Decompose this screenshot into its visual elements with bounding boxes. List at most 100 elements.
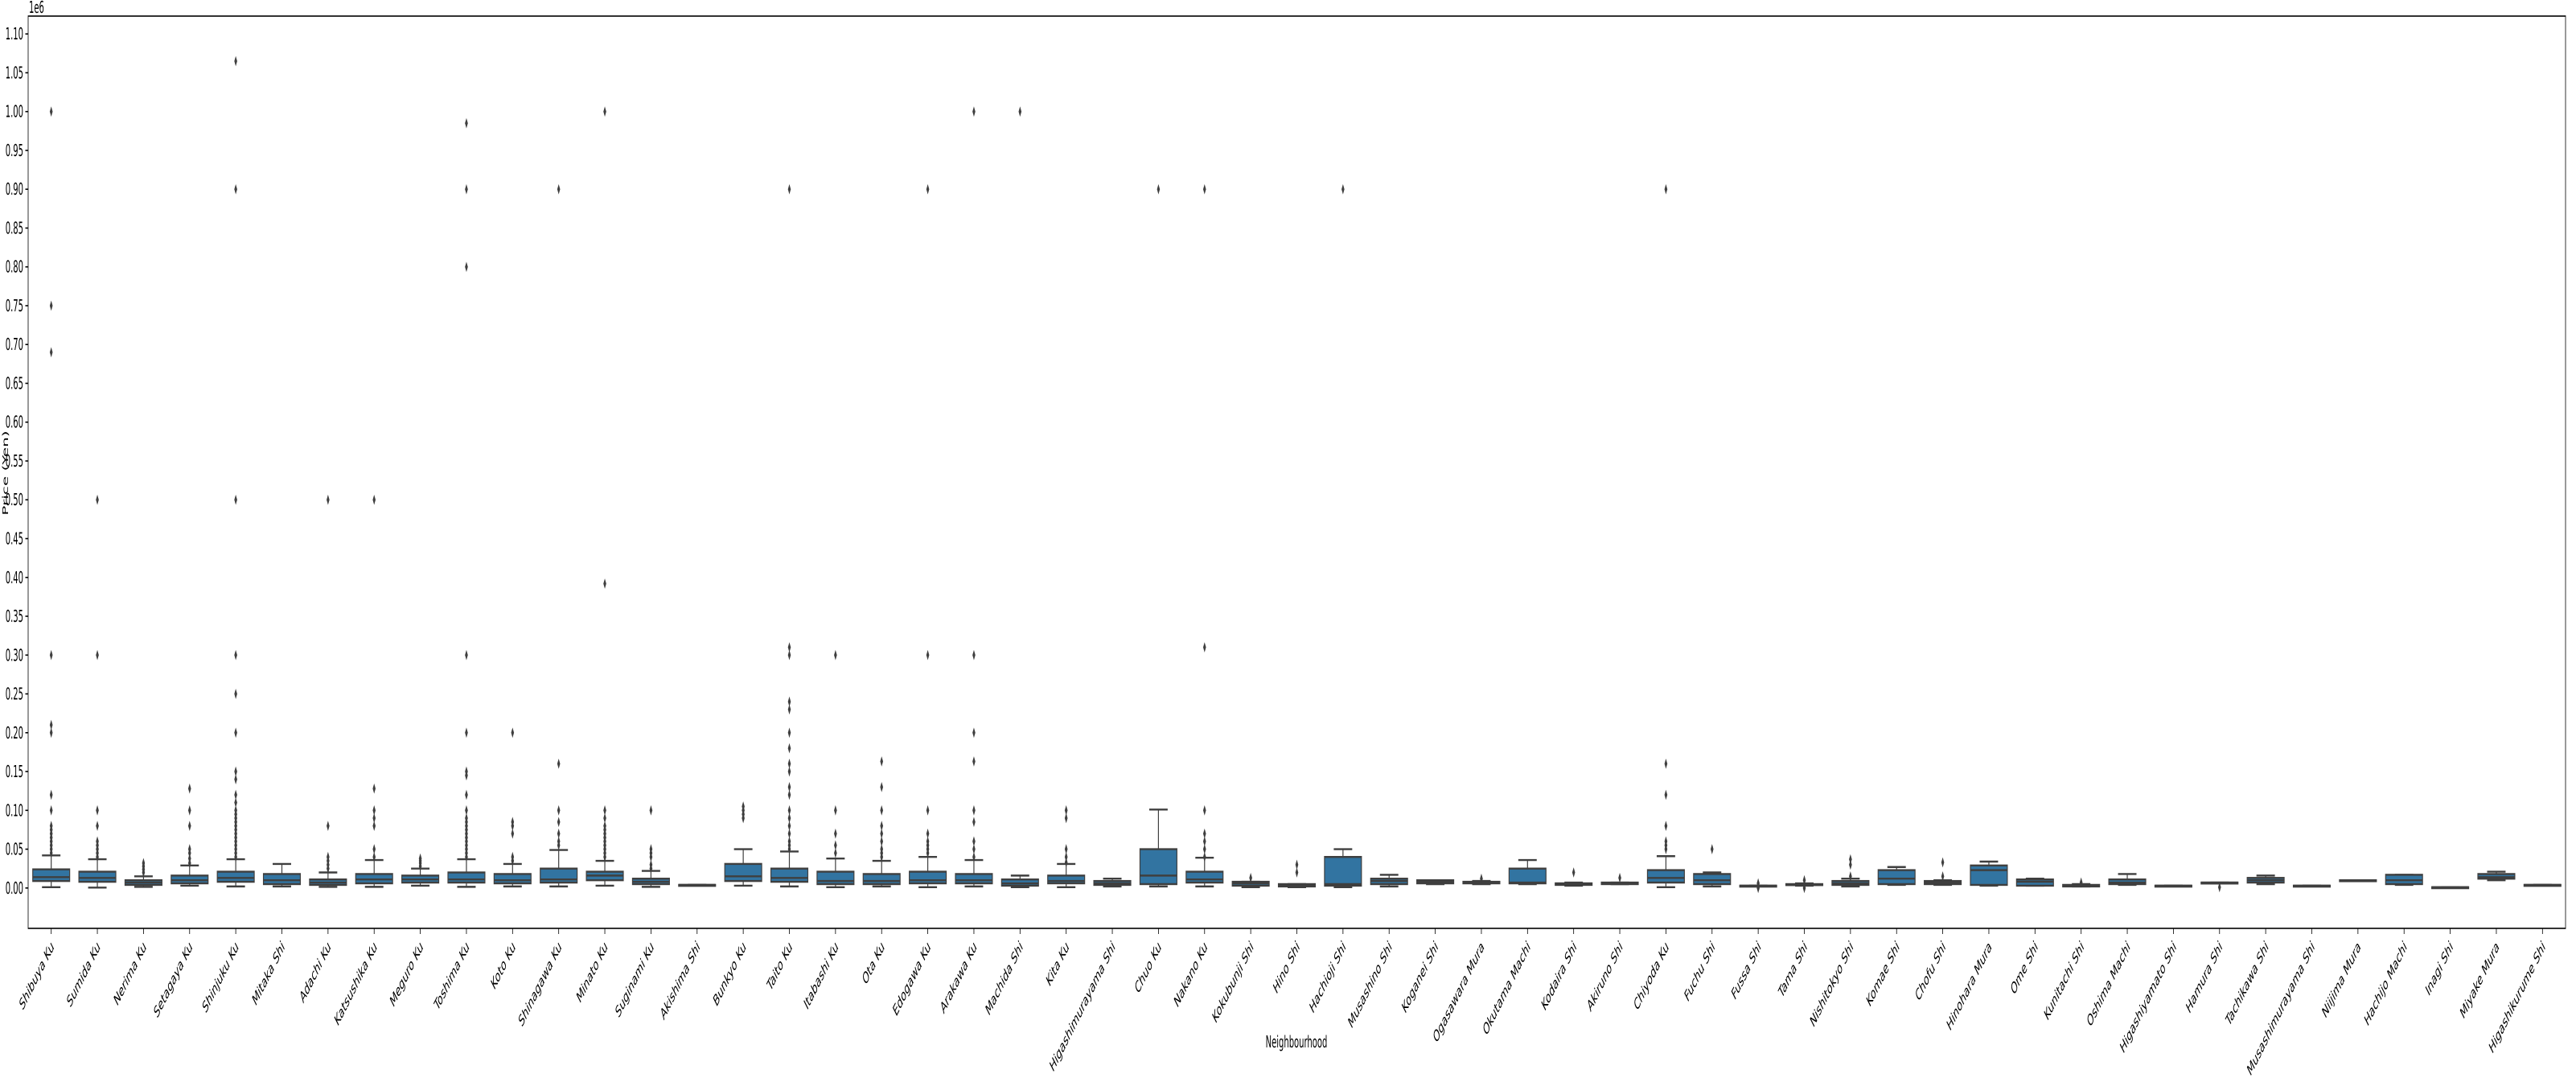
box	[1693, 873, 1732, 886]
x-tick-label: Chiyoda Ku	[1632, 937, 1670, 1014]
box-group	[309, 494, 347, 888]
box-group	[585, 106, 624, 887]
x-tick-label: Minato Ku	[574, 937, 609, 1007]
outlier-point	[234, 649, 237, 660]
x-tick-label: Suginami Ku	[614, 937, 656, 1022]
box-group	[540, 183, 578, 888]
outlier-point	[1849, 870, 1852, 882]
box	[216, 870, 255, 883]
box	[955, 873, 993, 885]
outlier-point	[787, 704, 791, 715]
outlier-point	[327, 851, 330, 862]
outlier-point	[234, 727, 237, 739]
outlier-point	[49, 727, 53, 739]
box	[1324, 856, 1362, 887]
x-axis: Shibuya Ku Sumida Ku Nerima Ku Setagaya Ku S…	[18, 928, 2547, 1078]
y-tick-label: 0.40	[6, 568, 23, 587]
outlier-point	[787, 696, 791, 707]
outlier-point	[49, 106, 53, 117]
outlier-point	[557, 828, 561, 839]
box-group	[1555, 867, 1593, 887]
box-group	[2200, 881, 2239, 893]
box-group	[124, 858, 162, 888]
outlier-point	[1802, 874, 1806, 886]
box	[32, 868, 71, 883]
box-group	[1416, 878, 1455, 886]
box-group	[1277, 859, 1317, 889]
outlier-point	[834, 828, 837, 839]
outlier-point	[972, 836, 976, 847]
box-group	[2523, 883, 2562, 887]
outlier-point	[603, 813, 606, 824]
box-group	[1785, 874, 1824, 894]
x-tick-label: Kunitachi Shi	[2042, 937, 2085, 1025]
outlier-point	[1941, 870, 1945, 882]
box-group	[1693, 844, 1732, 888]
y-offset-label: 1e6	[29, 0, 44, 17]
x-tick-label: Chuo Ku	[1132, 937, 1163, 998]
box-group	[816, 649, 855, 889]
box-group	[955, 106, 993, 888]
box	[724, 862, 762, 883]
outlier-point	[1202, 851, 1206, 862]
outlier-point	[49, 821, 53, 832]
box	[262, 873, 302, 886]
outlier-point	[880, 821, 884, 832]
x-tick-label: Setagaya Ku	[152, 937, 195, 1022]
box-group	[2246, 874, 2285, 886]
outlier-point	[972, 756, 976, 767]
outlier-point	[49, 649, 53, 660]
outlier-point	[372, 804, 376, 816]
outlier-point	[1341, 183, 1345, 195]
outlier-point	[2217, 882, 2221, 893]
y-tick-label: 0.25	[6, 685, 23, 704]
box	[770, 867, 809, 883]
box	[1877, 869, 1916, 886]
x-tick-label: Ome Shi	[2009, 937, 2040, 999]
outlier-point	[1064, 813, 1068, 824]
box-group	[493, 727, 532, 888]
outlier-point	[511, 727, 515, 739]
outlier-point	[96, 836, 99, 847]
x-tick-label: Sumida Ku	[65, 937, 102, 1011]
outlier-point	[557, 836, 561, 847]
outlier-point	[1064, 851, 1068, 862]
outlier-point	[972, 106, 976, 117]
outlier-point	[1064, 857, 1068, 868]
outlier-point	[742, 801, 745, 812]
outlier-point	[49, 300, 53, 311]
y-tick-label: 0.80	[6, 257, 23, 277]
outlier-point	[511, 817, 515, 828]
outlier-point	[972, 804, 976, 816]
outlier-point	[787, 642, 791, 653]
outlier-point	[880, 781, 884, 792]
outlier-point	[1202, 183, 1206, 195]
box-group	[1739, 878, 1777, 894]
box-group	[1508, 858, 1547, 886]
box-group	[1000, 106, 1039, 889]
box-group	[678, 883, 717, 887]
outlier-point	[787, 828, 791, 839]
outlier-point	[1202, 804, 1206, 816]
box-group	[1924, 857, 1962, 887]
outlier-point	[880, 804, 884, 816]
box-group	[2385, 874, 2423, 887]
outlier-point	[1295, 859, 1299, 870]
outlier-point	[787, 804, 791, 816]
outlier-point	[187, 853, 191, 864]
outlier-point	[1941, 857, 1945, 868]
outlier-point	[649, 804, 653, 816]
outlier-point	[96, 494, 99, 505]
box	[862, 873, 901, 886]
x-tick-label: Shinjuku Ku	[200, 937, 240, 1017]
outlier-point	[1064, 804, 1068, 816]
outlier-point	[327, 494, 330, 505]
box-group	[1646, 183, 1685, 889]
x-tick-label: Meguro Ku	[388, 937, 425, 1011]
box-group	[862, 756, 901, 888]
box-group	[401, 853, 440, 887]
x-tick-label: Kodaira Shi	[1539, 937, 1578, 1015]
x-tick-label: Niijima Mura	[2320, 937, 2363, 1022]
box-group	[1231, 872, 1270, 889]
outlier-point	[557, 183, 561, 195]
